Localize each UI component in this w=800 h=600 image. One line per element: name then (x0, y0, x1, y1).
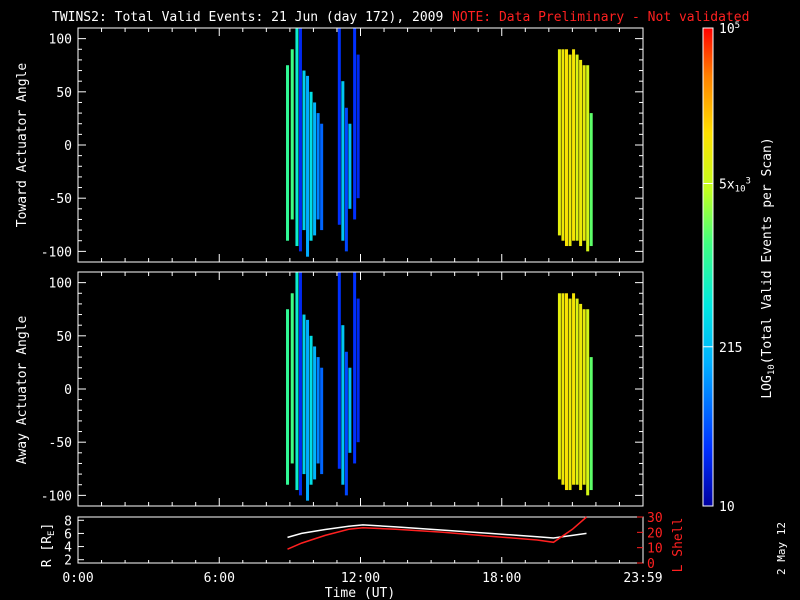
r-ytick-label: 8 (64, 514, 72, 529)
toward-column (316, 113, 320, 220)
toward-column (306, 75, 310, 257)
away-column (582, 309, 586, 485)
away-column (586, 309, 590, 496)
toward-column (353, 28, 357, 220)
r-distance-line (287, 524, 587, 539)
toward-column (356, 54, 360, 199)
away-ylabel: Away Actuator Angle (15, 315, 30, 464)
toward-ytick-label: 50 (56, 86, 72, 101)
away-column (316, 357, 320, 464)
colorbar-tick-label: 10 (719, 500, 735, 515)
colorbar-tick-label: 215 (719, 341, 742, 356)
away-column (589, 357, 593, 491)
colorbar: 10 215 5x103 105 LOG10(Total Valid Events p… (702, 21, 777, 515)
toward-column (298, 28, 302, 252)
l-shell-line (287, 516, 587, 550)
date-stamp: 2 May 12 (775, 522, 788, 575)
away-column (561, 293, 565, 485)
l-shell-ytick-label: 0 (647, 557, 655, 572)
away-column (572, 293, 576, 485)
toward-column (286, 65, 290, 241)
away-ytick-label: 100 (49, 277, 72, 292)
colorbar-tick-label: 5x103 (719, 176, 751, 194)
colorbar-gradient (702, 27, 714, 507)
toward-ytick-label: -50 (49, 192, 72, 207)
away-ytick-label: -100 (41, 489, 72, 504)
toward-ytick-label: 0 (64, 139, 72, 154)
l-shell-ytick-label: 30 (647, 511, 663, 526)
away-column (568, 298, 572, 491)
toward-column (320, 123, 324, 231)
toward-column (309, 91, 313, 241)
toward-column (557, 49, 561, 236)
toward-column (579, 59, 583, 247)
away-column (295, 272, 299, 491)
away-column (306, 319, 310, 501)
away-column (298, 272, 302, 496)
toward-column (586, 65, 590, 252)
away-column (302, 314, 306, 475)
away-panel: 100 50 0 -50 -100 Away Actuator Angle (15, 271, 644, 507)
away-column (353, 272, 357, 464)
away-column (348, 367, 352, 453)
toward-column (582, 65, 586, 241)
toward-column (589, 113, 593, 247)
toward-column (575, 54, 579, 241)
away-column (290, 293, 294, 464)
l-shell-ytick-label: 10 (647, 542, 663, 557)
away-column (309, 335, 313, 485)
away-column (579, 303, 583, 491)
toward-ytick-label: 100 (49, 33, 72, 48)
away-column (313, 346, 317, 480)
l-shell-label: L Shell (671, 518, 686, 573)
away-ytick-label: -50 (49, 436, 72, 451)
r-ytick-label: 4 (64, 541, 72, 556)
toward-column (337, 28, 341, 225)
time-axis-label: Time (UT) (325, 586, 395, 600)
away-ytick-label: 50 (56, 330, 72, 345)
toward-column (564, 49, 568, 247)
toward-column (295, 28, 299, 247)
time-xtick-label: 12:00 (341, 571, 380, 586)
toward-column (302, 70, 306, 231)
toward-column (290, 49, 294, 220)
toward-column (344, 107, 348, 252)
toward-panel: 100 50 0 -50 -100 Toward Actuator Angle (15, 27, 644, 263)
time-xtick-label: 23:59 (623, 571, 662, 586)
away-column (557, 293, 561, 480)
away-column (564, 293, 568, 491)
l-shell-ytick-label: 20 (647, 526, 663, 541)
time-xtick-label: 0:00 (62, 571, 93, 586)
toward-column (568, 54, 572, 247)
away-column (575, 298, 579, 485)
colorbar-label: LOG10(Total Valid Events per Scan) (760, 137, 777, 398)
away-ytick-label: 0 (64, 383, 72, 398)
away-column (286, 309, 290, 485)
away-column (337, 272, 341, 469)
toward-column (313, 102, 317, 236)
away-column (341, 325, 345, 485)
plot-title: TWINS2: Total Valid Events: 21 Jun (day … (52, 10, 443, 25)
away-column (344, 351, 348, 496)
away-column (356, 298, 360, 443)
time-xtick-label: 18:00 (482, 571, 521, 586)
toward-column (341, 81, 345, 241)
toward-column (572, 49, 576, 241)
toward-ylabel: Toward Actuator Angle (15, 63, 30, 228)
r-axis-label: R [RE] (40, 523, 57, 568)
data-note: NOTE: Data Preliminary - Not validated (452, 10, 749, 25)
toward-column (561, 49, 565, 241)
time-xtick-label: 6:00 (204, 571, 235, 586)
toward-column (348, 123, 352, 209)
toward-ytick-label: -100 (41, 245, 72, 260)
colorbar-tick-label: 105 (719, 21, 740, 37)
r-ytick-label: 6 (64, 527, 72, 542)
r-ytick-label: 2 (64, 554, 72, 569)
away-column (320, 367, 324, 475)
